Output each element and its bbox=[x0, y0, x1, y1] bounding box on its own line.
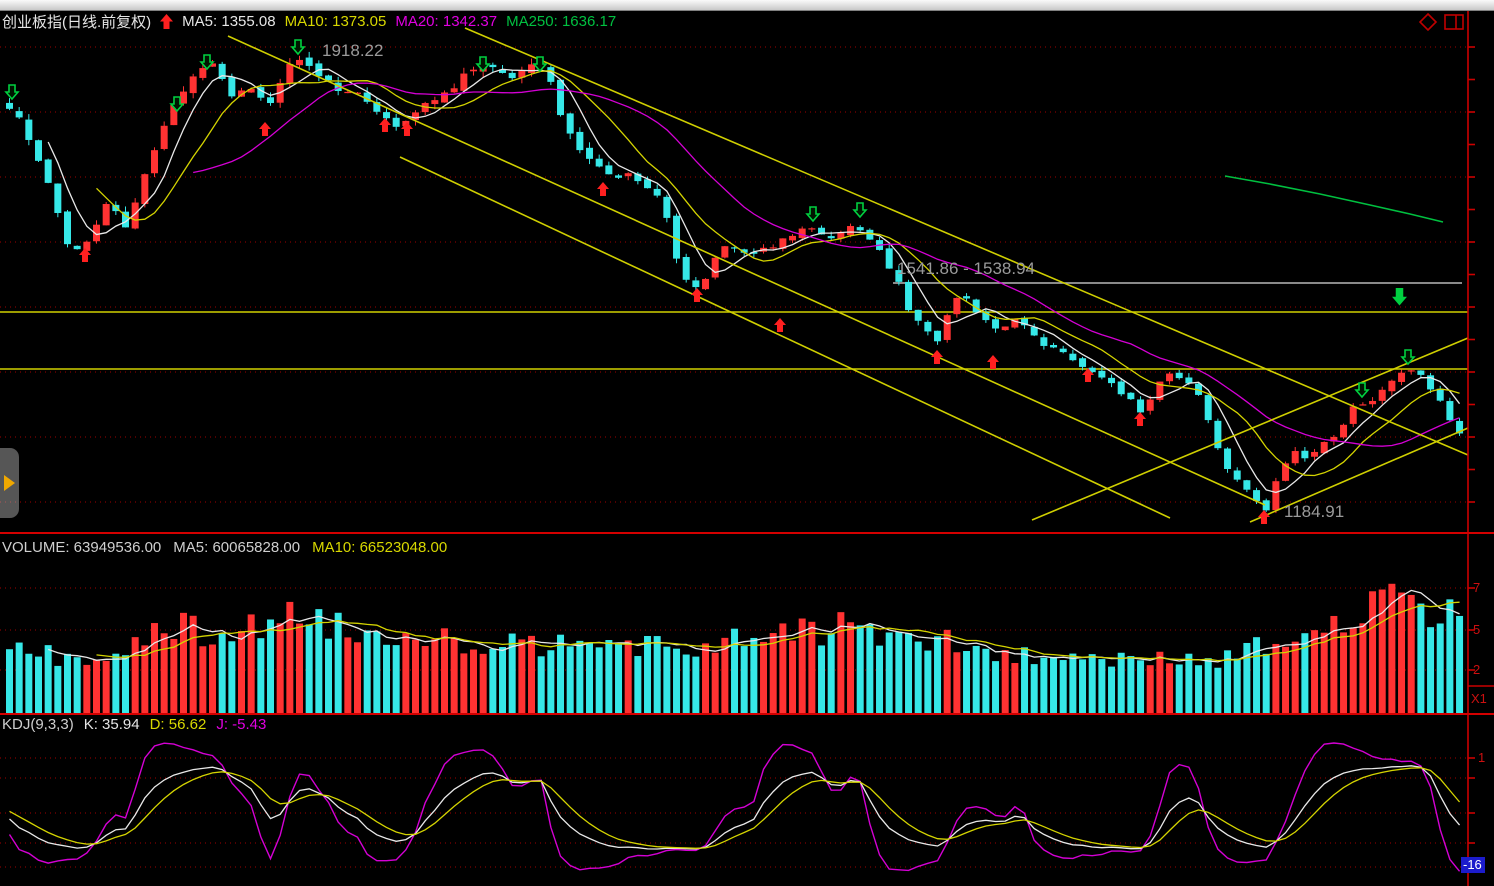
buy-signal-arrow bbox=[401, 122, 413, 136]
ma20-value: MA20: 1342.37 bbox=[395, 13, 498, 30]
sell-signal-arrow bbox=[532, 56, 548, 73]
ma5-value: MA5: 1355.08 bbox=[182, 13, 276, 30]
kdj-axis-label-top: 1 bbox=[1478, 750, 1486, 765]
buy-signal-arrow bbox=[379, 118, 391, 132]
buy-signal-arrow bbox=[691, 288, 703, 302]
volume-pane-header: VOLUME: 63949536.00 MA5: 60065828.00 MA1… bbox=[2, 539, 447, 556]
signal-markers bbox=[4, 39, 1416, 524]
sell-signal-arrow bbox=[1354, 382, 1370, 399]
toolbar-icons bbox=[1418, 12, 1465, 37]
window-titlebar bbox=[0, 0, 1494, 11]
axis bbox=[0, 10, 1494, 886]
static-lines bbox=[0, 282, 1468, 370]
sell-signal-arrow bbox=[1400, 349, 1416, 366]
kdj-name: KDJ(9,3,3) bbox=[2, 716, 74, 733]
sell-signal-arrow bbox=[4, 84, 20, 101]
buy-signal-arrow bbox=[1082, 368, 1094, 382]
sell-signal-arrow bbox=[475, 56, 491, 73]
ma10-value: MA10: 1373.05 bbox=[284, 13, 387, 30]
buy-signal-arrow bbox=[774, 318, 786, 332]
buy-signal-arrow bbox=[1258, 510, 1270, 524]
sell-signal-arrow bbox=[290, 39, 306, 56]
volume-ma5-value: MA5: 60065828.00 bbox=[173, 539, 301, 556]
main-chart-header: 创业板指(日线.前复权) MA5: 1355.08 MA10: 1373.05 … bbox=[2, 11, 616, 32]
kdj-d-value: D: 56.62 bbox=[149, 716, 207, 733]
expand-arrow-icon bbox=[4, 475, 15, 491]
buy-signal-arrow bbox=[259, 122, 271, 136]
kdj-j-value: J: -5.43 bbox=[216, 716, 267, 733]
volume-bars bbox=[6, 583, 1464, 713]
volume-value: VOLUME: 63949536.00 bbox=[2, 539, 162, 556]
diamond-tool-icon[interactable] bbox=[1418, 12, 1438, 37]
kdj-lines bbox=[8, 742, 1461, 872]
candles bbox=[6, 51, 1464, 514]
buy-signal-arrow bbox=[597, 182, 609, 196]
buy-signal-arrow bbox=[987, 355, 999, 369]
buy-signal-arrow bbox=[79, 248, 91, 262]
range-price-label: 1541.86 - 1538.94 bbox=[897, 259, 1036, 278]
kdj-k-value: K: 35.94 bbox=[83, 716, 140, 733]
sidebar-expand-tab[interactable] bbox=[0, 448, 19, 518]
buy-signal-arrow bbox=[931, 350, 943, 364]
instrument-title: 创业板指(日线.前复权) bbox=[2, 14, 152, 31]
kdj-axis-label-bottom: -16 bbox=[1461, 857, 1485, 873]
sell-signal-arrow bbox=[805, 206, 821, 223]
ma250-value: MA250: 1636.17 bbox=[506, 13, 617, 30]
window-split-icon[interactable] bbox=[1443, 12, 1465, 37]
sell-signal-arrow bbox=[852, 202, 868, 219]
trendlines bbox=[227, 27, 1469, 523]
volume-axis-label-mid: 5 bbox=[1473, 622, 1481, 637]
gridlines bbox=[0, 46, 1468, 868]
sell-signal-arrow bbox=[199, 54, 215, 71]
down-signal-arrow bbox=[1392, 288, 1407, 306]
buy-signal-arrow bbox=[1134, 412, 1146, 426]
volume-axis-multiplier: X1 bbox=[1471, 691, 1487, 706]
volume-ma10-value: MA10: 66523048.00 bbox=[312, 539, 448, 556]
low-price-label: 1184.91 bbox=[1284, 502, 1345, 521]
up-arrow-icon bbox=[160, 14, 174, 29]
volume-axis-label-low: 2 bbox=[1473, 662, 1481, 677]
high-price-label: 1918.22 bbox=[322, 41, 384, 60]
volume-axis-label-top: 7 bbox=[1473, 580, 1481, 595]
kdj-pane-header: KDJ(9,3,3) K: 35.94 D: 56.62 J: -5.43 bbox=[2, 716, 266, 733]
moving-averages bbox=[47, 68, 1461, 494]
sell-signal-arrow bbox=[169, 96, 185, 113]
